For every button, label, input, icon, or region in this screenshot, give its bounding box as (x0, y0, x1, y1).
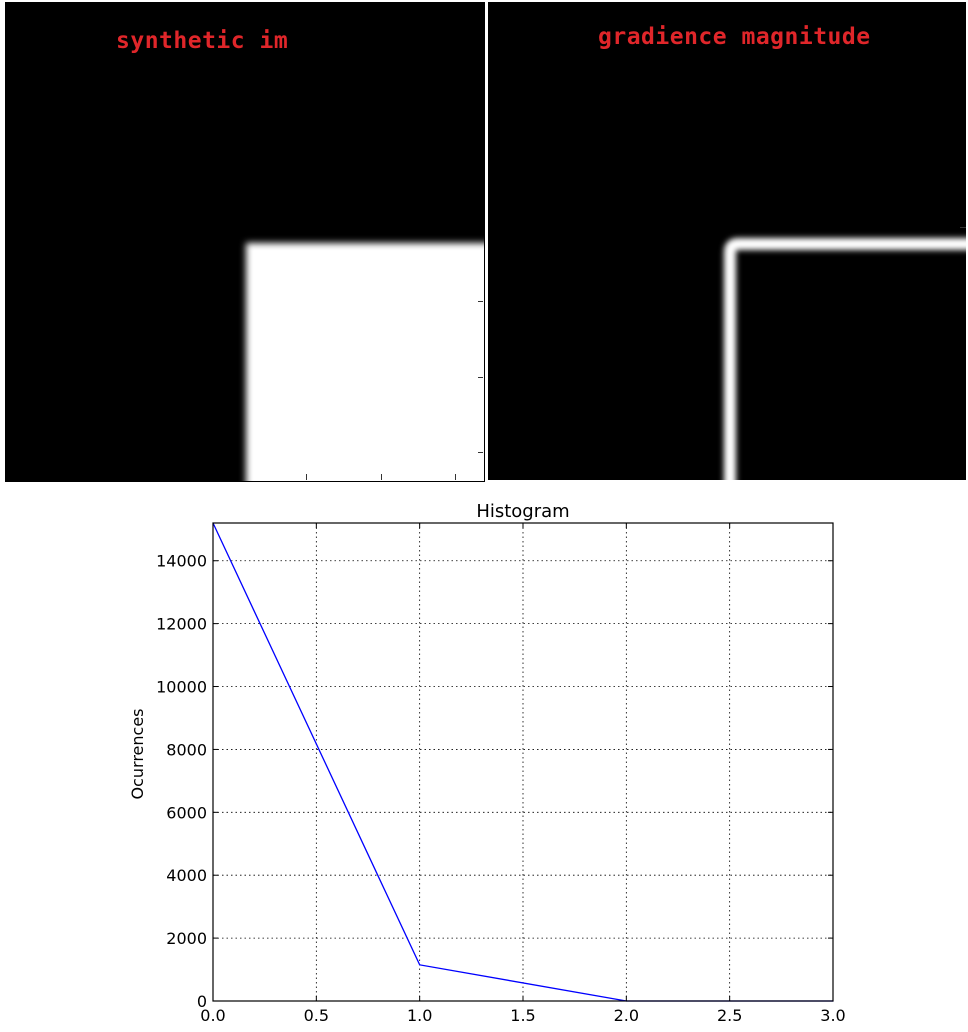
y-tick-label: 0 (197, 992, 207, 1011)
image-title: gradience magnitude (598, 24, 871, 50)
image-title: synthetic im (116, 28, 289, 54)
axis-tick (381, 474, 382, 480)
x-tick-label: 2.0 (614, 1006, 639, 1025)
y-tick-label: 2000 (166, 929, 207, 948)
y-tick-label: 12000 (156, 615, 207, 634)
bright-square (246, 243, 484, 481)
data-point (419, 964, 421, 966)
x-tick-label: 0.5 (304, 1006, 329, 1025)
gradient-image-panel: gradience magnitude (488, 2, 966, 480)
synthetic-image-panel: synthetic im (5, 2, 485, 482)
gradient-image (488, 2, 966, 480)
axis-tick (960, 227, 966, 228)
axis-tick (455, 474, 456, 480)
y-tick-label: 4000 (166, 866, 207, 885)
x-tick-label: 1.5 (510, 1006, 535, 1025)
y-tick-label: 14000 (156, 552, 207, 571)
x-tick-label: 0.0 (200, 1006, 225, 1025)
edge-outline (724, 238, 966, 480)
axis-tick (478, 301, 483, 302)
x-axis-ticks: 0.0 0.5 1.0 1.5 2.0 2.5 3.0 (200, 523, 846, 1025)
synthetic-image (6, 3, 484, 481)
y-tick-label: 6000 (166, 803, 207, 822)
histogram-chart: Histogram Ocurrences 0.0 0.5 1.0 1.5 2.0 2.5 3… (128, 501, 846, 1025)
y-axis-label: Ocurrences (128, 708, 147, 799)
grid (212, 523, 834, 1002)
x-tick-label: 1.0 (407, 1006, 432, 1025)
axis-tick (478, 377, 483, 378)
y-tick-label: 8000 (166, 740, 207, 759)
x-tick-label: 3.0 (820, 1006, 845, 1025)
x-tick-label: 2.5 (717, 1006, 742, 1025)
y-axis-ticks: 0 2000 4000 6000 8000 10000 12000 14000 (156, 552, 833, 1011)
axis-tick (306, 474, 307, 480)
axis-tick (478, 452, 483, 453)
chart-title: Histogram (476, 501, 569, 522)
y-tick-label: 10000 (156, 678, 207, 697)
